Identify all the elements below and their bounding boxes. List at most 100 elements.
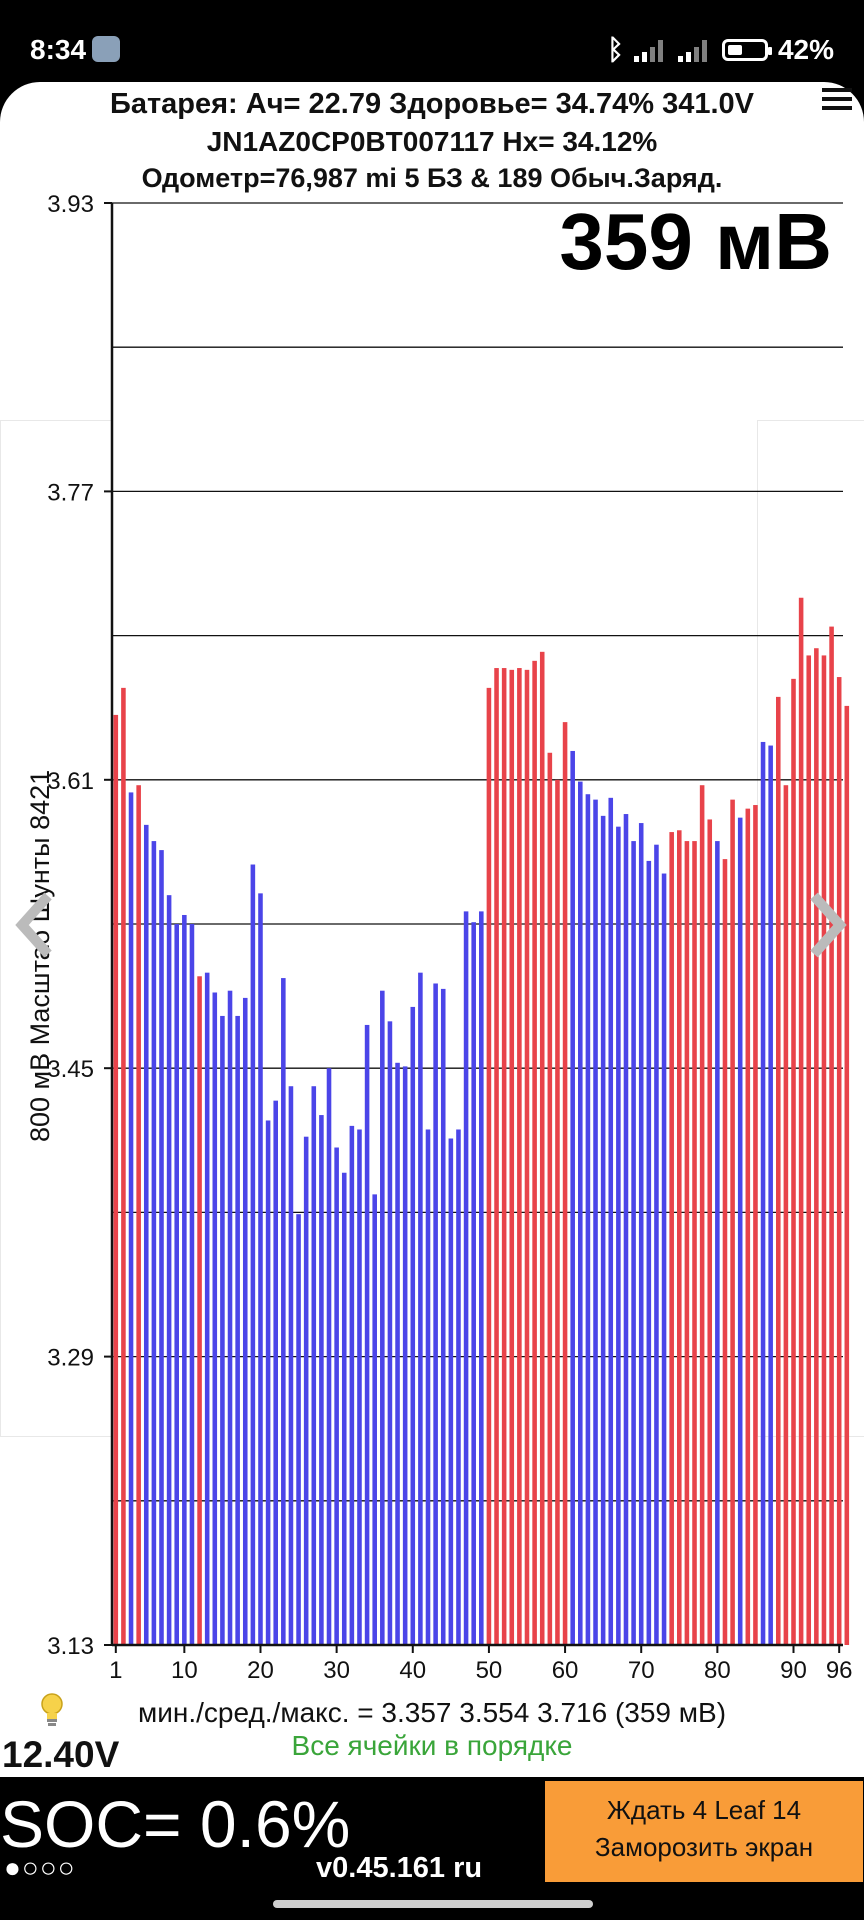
- cell-bar: [349, 1125, 355, 1645]
- cell-bar: [715, 841, 720, 1645]
- cell-bar: [281, 978, 286, 1645]
- home-indicator[interactable]: [273, 1900, 593, 1908]
- cell-bar: [250, 864, 256, 1645]
- cell-bar: [616, 826, 621, 1645]
- x-tick-label: 1: [109, 1657, 122, 1684]
- battery-summary: Батарея: Ач= 22.79 Здоровье= 34.74% 341.…: [109, 88, 754, 120]
- signal-icon-2: [677, 38, 712, 62]
- odometer-line: Одометр=76,987 mi 5 БЗ & 189 Обыч.Заряд.: [141, 163, 723, 193]
- delta-voltage: 359 мВ: [559, 197, 832, 286]
- y-tick-label: 3.29: [47, 1345, 94, 1372]
- cell-bar: [692, 841, 697, 1645]
- cell-bar: [334, 1147, 339, 1645]
- cell-bar: [638, 823, 644, 1645]
- cell-bar: [273, 1100, 278, 1645]
- app-version: v0.45.161 ru: [316, 1852, 483, 1884]
- cell-bar: [258, 893, 263, 1645]
- status-icons: ᛒ 42%: [607, 34, 834, 66]
- cells-status-message: Все ячейки в порядке: [291, 1730, 573, 1761]
- cell-bar: [791, 678, 796, 1645]
- cell-bar: [296, 1214, 301, 1645]
- cell-bar: [182, 914, 187, 1645]
- cell-bar: [562, 722, 568, 1645]
- y-tick-label: 3.45: [47, 1056, 94, 1083]
- menu-icon[interactable]: [822, 88, 852, 110]
- chevron-right-icon[interactable]: [808, 890, 848, 960]
- cell-bar: [242, 997, 248, 1645]
- cell-bar: [448, 1138, 454, 1645]
- x-tick-label: 96: [826, 1657, 853, 1684]
- battery-percent: 42%: [777, 34, 834, 65]
- cell-bar: [151, 841, 157, 1645]
- x-tick-label: 20: [247, 1657, 274, 1684]
- cell-bar: [319, 1115, 324, 1645]
- cell-voltage-chart: 3.93 3.77 3.61 3.45 3.29 3.13 1 10 20 30 40 50 60 70…: [47, 191, 853, 1684]
- cell-bar: [410, 1006, 416, 1645]
- cell-bar: [357, 1129, 362, 1645]
- cell-bar: [814, 648, 819, 1645]
- cell-bar: [798, 597, 804, 1645]
- cell-bar: [593, 799, 598, 1645]
- cell-bar: [730, 799, 735, 1645]
- bluetooth-icon: ᛒ: [607, 34, 624, 65]
- chevron-left-icon[interactable]: [14, 890, 54, 960]
- cell-bar: [265, 1120, 271, 1645]
- cell-bar: [189, 924, 195, 1645]
- lightbulb-icon[interactable]: [38, 1692, 66, 1728]
- status-time: 8:34: [30, 34, 87, 65]
- cell-bar: [311, 1086, 317, 1645]
- cell-bar: [623, 814, 629, 1645]
- cell-bar: [395, 1062, 400, 1645]
- cell-bar: [532, 660, 537, 1645]
- cell-bar: [113, 714, 119, 1645]
- x-tick-label: 90: [780, 1657, 807, 1684]
- cell-bar: [737, 817, 743, 1645]
- status-bar: 8:34 ᛒ 42%: [0, 0, 864, 82]
- cell-bar: [654, 844, 659, 1645]
- cell-bar: [608, 797, 614, 1645]
- aux-battery-voltage: 12.40V: [2, 1734, 120, 1775]
- freeze-label: Заморозить экран: [594, 1832, 814, 1862]
- cell-bar: [166, 895, 172, 1645]
- connection-dots: ●○○○: [4, 1852, 76, 1883]
- cell-bar: [585, 794, 591, 1645]
- cell-bar: [821, 655, 827, 1645]
- cell-bar: [570, 750, 575, 1645]
- cell-bar: [829, 626, 834, 1645]
- battery-icon: [721, 39, 772, 61]
- cell-bar: [684, 841, 690, 1645]
- soc-readout: SOC= 0.6%: [0, 1787, 351, 1861]
- y-tick-label: 3.61: [47, 768, 94, 795]
- cell-bar: [768, 745, 773, 1645]
- cell-bar: [745, 808, 751, 1645]
- y-tick-label: 3.13: [47, 1633, 94, 1660]
- cell-bar: [646, 860, 652, 1645]
- cell-bar: [486, 687, 492, 1645]
- y-tick-label: 3.77: [47, 479, 94, 506]
- cell-bar: [806, 655, 812, 1645]
- cell-bar: [775, 696, 781, 1645]
- vin-line: JN1AZ0CP0BT007117 Hx= 34.12%: [206, 126, 658, 157]
- x-tick-label: 80: [704, 1657, 731, 1684]
- cell-bar: [372, 1194, 377, 1645]
- cell-bar: [524, 669, 530, 1645]
- cell-bar: [425, 1129, 431, 1645]
- cell-bar: [699, 785, 705, 1645]
- cell-bar: [456, 1129, 461, 1645]
- cell-bar: [402, 1066, 408, 1645]
- cell-bar: [677, 830, 682, 1645]
- wait-freeze-button[interactable]: Ждать 4 Leaf 14 Заморозить экран: [545, 1781, 863, 1882]
- cell-bar: [303, 1136, 309, 1645]
- signal-icon-1: [633, 38, 668, 62]
- cell-bar: [471, 922, 476, 1645]
- cell-bar: [288, 1086, 294, 1645]
- cell-bar: [836, 677, 842, 1645]
- cell-bar: [341, 1172, 347, 1645]
- x-tick-label: 70: [628, 1657, 655, 1684]
- cell-bar: [227, 990, 233, 1645]
- cell-bar: [547, 752, 553, 1645]
- x-tick-label: 40: [399, 1657, 426, 1684]
- cell-bar: [159, 850, 164, 1645]
- cell-bar: [783, 785, 789, 1645]
- x-tick-label: 60: [552, 1657, 579, 1684]
